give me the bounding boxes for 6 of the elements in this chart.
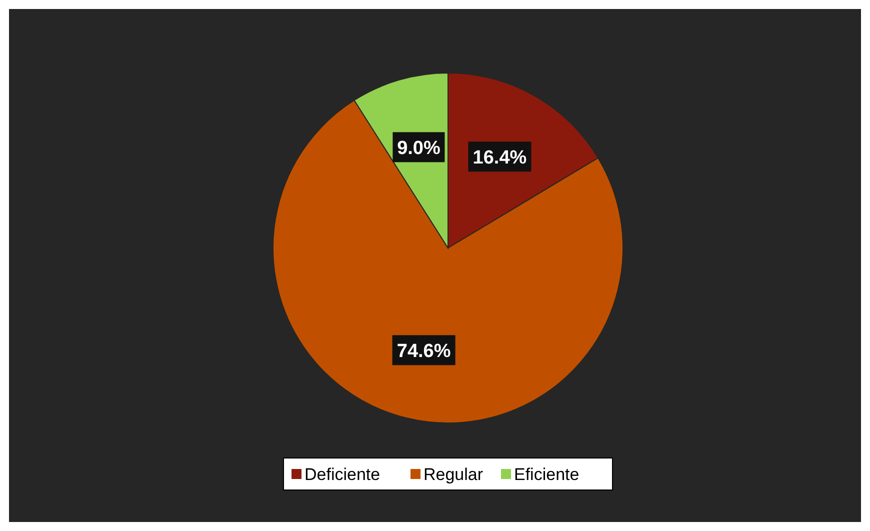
data-label: 16.4% (472, 148, 527, 169)
legend-label: Eficiente (514, 465, 580, 484)
legend-label: Regular (424, 465, 484, 484)
legend-label: Deficiente (304, 465, 380, 484)
data-label: 74.6% (396, 341, 451, 362)
data-label: 9.0% (397, 138, 440, 160)
